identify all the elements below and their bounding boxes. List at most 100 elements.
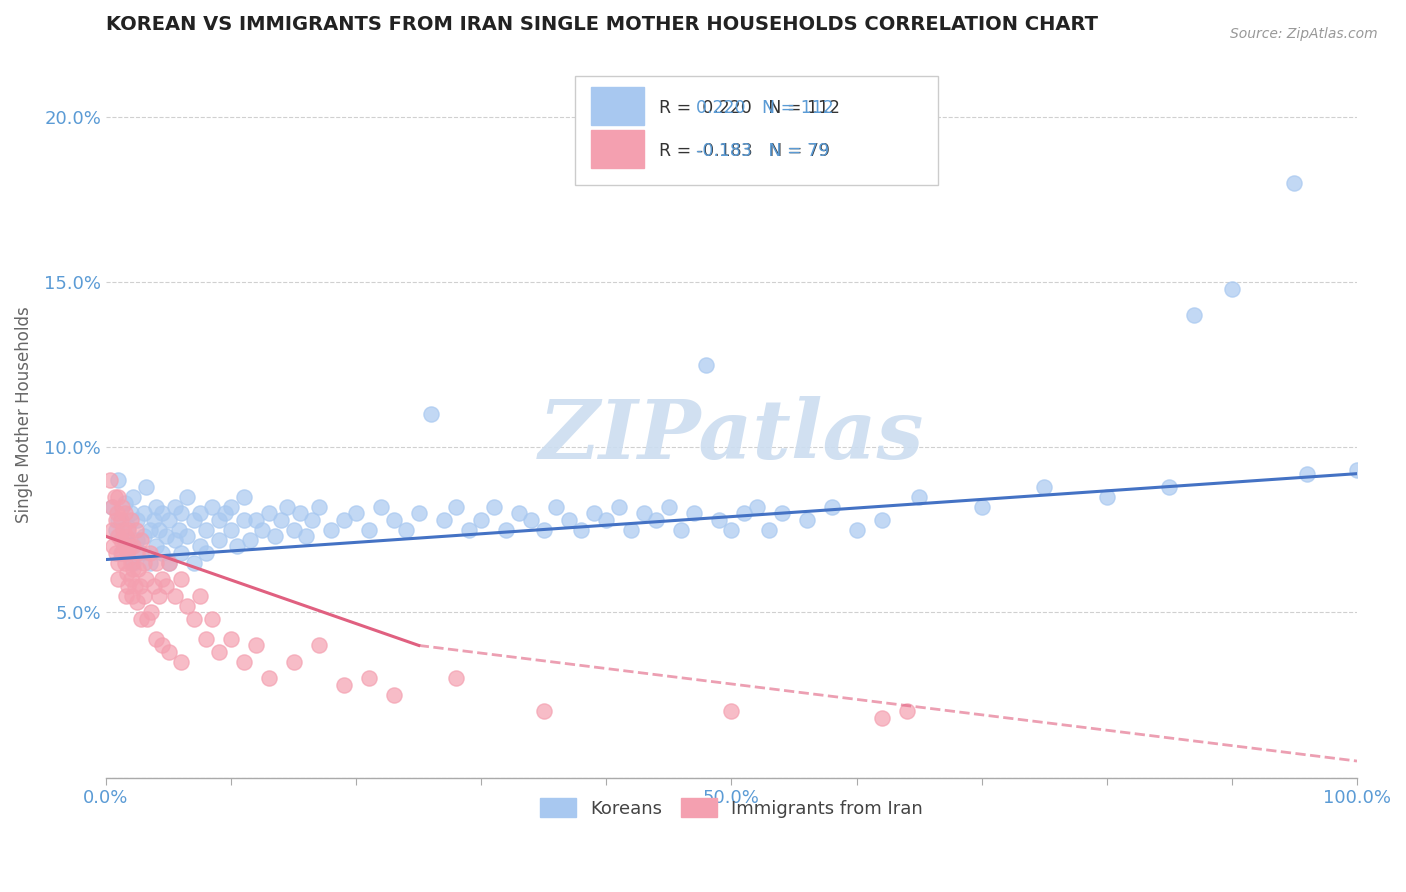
Point [157,645,180,659]
Point [420,407,443,421]
Point [122,562,145,576]
Point [970,500,993,514]
Point [382,688,405,702]
Point [115,566,138,580]
Point [139,606,162,620]
Point [170,655,193,669]
Point [176,529,198,543]
Point [658,500,681,514]
Point [283,523,305,537]
Point [796,513,818,527]
Point [132,529,155,543]
Point [520,513,543,527]
Point [896,705,918,719]
Point [671,523,693,537]
Point [114,506,136,520]
Point [139,556,162,570]
Point [148,523,170,537]
Point [155,529,177,543]
Point [132,506,155,520]
Point [582,506,605,520]
Point [170,506,193,520]
Point [695,358,717,372]
Y-axis label: Single Mother Households: Single Mother Households [15,306,32,523]
Point [533,705,555,719]
Point [132,589,155,603]
Point [170,546,193,560]
Point [107,573,129,587]
Point [110,533,132,547]
Point [150,506,173,520]
Point [176,599,198,613]
Point [122,490,145,504]
Point [105,506,128,520]
Point [195,523,218,537]
Point [183,556,205,570]
Point [276,500,298,514]
Point [257,506,280,520]
Point [195,546,218,560]
Point [129,533,152,547]
Point [111,546,134,560]
Point [163,589,186,603]
Point [1159,480,1181,494]
Point [508,506,530,520]
Point [114,556,136,570]
Point [128,562,150,576]
Point [121,589,143,603]
Point [142,513,165,527]
Point [1220,282,1243,296]
Point [219,500,242,514]
Point [845,523,868,537]
Point [219,632,242,646]
Point [176,490,198,504]
Point [112,523,135,537]
Point [114,533,136,547]
Point [270,513,292,527]
Point [110,546,132,560]
Point [288,506,311,520]
Point [145,556,167,570]
Point [207,533,229,547]
Point [239,533,262,547]
Text: R = -0.183   N = 79: R = -0.183 N = 79 [659,142,830,161]
Point [1296,467,1319,481]
Point [155,579,177,593]
Point [107,490,129,504]
Text: ZIPatlas: ZIPatlas [538,396,924,476]
Point [908,490,931,504]
Point [558,513,581,527]
Point [183,513,205,527]
Point [117,523,139,537]
Point [308,500,330,514]
Point [145,632,167,646]
Point [720,705,742,719]
Point [344,506,367,520]
Point [104,490,127,504]
Point [645,513,668,527]
Point [104,546,127,560]
Point [595,513,617,527]
Point [457,523,479,537]
Point [127,513,149,527]
Text: -0.183   N = 79: -0.183 N = 79 [696,142,830,161]
Text: 0.220   N = 112: 0.220 N = 112 [696,99,834,118]
Point [1284,176,1306,190]
Point [252,523,274,537]
Point [495,523,517,537]
Point [136,612,159,626]
Point [1346,463,1368,477]
Point [332,513,354,527]
Point [533,523,555,537]
Point [720,523,742,537]
Point [232,655,254,669]
Point [150,573,173,587]
Point [101,500,124,514]
Point [433,513,456,527]
Point [188,506,211,520]
FancyBboxPatch shape [592,87,644,125]
Text: KOREAN VS IMMIGRANTS FROM IRAN SINGLE MOTHER HOUSEHOLDS CORRELATION CHART: KOREAN VS IMMIGRANTS FROM IRAN SINGLE MO… [105,15,1098,34]
Point [107,513,129,527]
Point [733,506,755,520]
Text: Source: ZipAtlas.com: Source: ZipAtlas.com [1230,27,1378,41]
